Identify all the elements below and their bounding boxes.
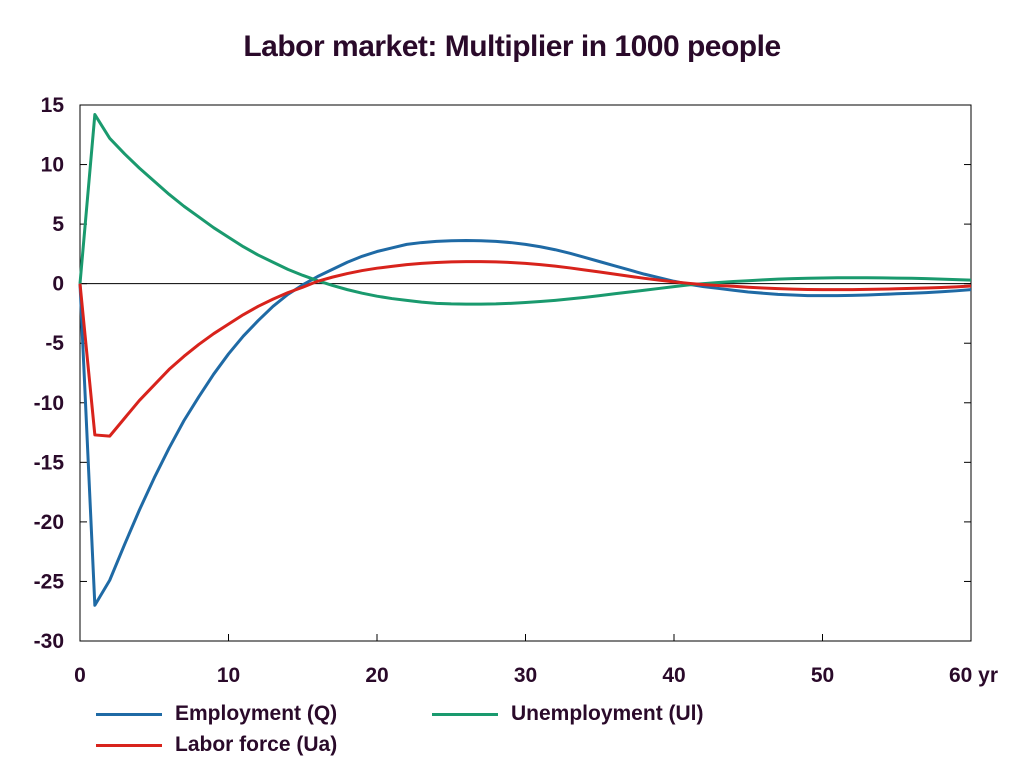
x-tick-label: 50 [811, 664, 834, 687]
x-tick-label: 30 [514, 664, 537, 687]
x-tick-label: 10 [217, 664, 240, 687]
legend-item-labor-force: Labor force (Ua) [96, 733, 337, 757]
legend-swatch-employment [96, 712, 162, 716]
x-tick-label: 40 [662, 664, 685, 687]
series-lines [78, 113, 972, 607]
legend-label-employment: Employment (Q) [175, 702, 338, 725]
x-tick-label: 20 [365, 664, 388, 687]
legend-swatch-labor-force [96, 743, 162, 747]
axes [79, 104, 972, 642]
y-tick-label: -20 [34, 511, 64, 534]
legend-label-unemployment: Unemployment (Ul) [511, 702, 704, 725]
legend-label-labor-force: Labor force (Ua) [175, 733, 338, 756]
series-line-employment-q [78, 239, 972, 607]
legend-item-unemployment: Unemployment (Ul) [432, 702, 704, 726]
x-tick-label: 0 [74, 664, 86, 687]
y-tick-label: -5 [45, 332, 64, 355]
x-tick-label: 60 yr [949, 664, 998, 687]
y-tick-label: 10 [41, 154, 64, 177]
legend-swatch-unemployment [432, 712, 498, 716]
y-tick-label: -30 [34, 630, 64, 653]
series-line-unemployment-ul [78, 113, 972, 306]
legend-item-employment: Employment (Q) [96, 702, 337, 726]
y-tick-label: -10 [34, 392, 64, 415]
series-line-labor-force-ua [78, 260, 972, 438]
y-tick-label: 15 [41, 94, 65, 117]
y-tick-label: -25 [34, 570, 65, 593]
y-tick-label: 5 [52, 213, 64, 236]
y-tick-label: -15 [34, 451, 65, 474]
chart-title: Labor market: Multiplier in 1000 people [243, 30, 781, 63]
y-tick-label: 0 [52, 273, 64, 296]
